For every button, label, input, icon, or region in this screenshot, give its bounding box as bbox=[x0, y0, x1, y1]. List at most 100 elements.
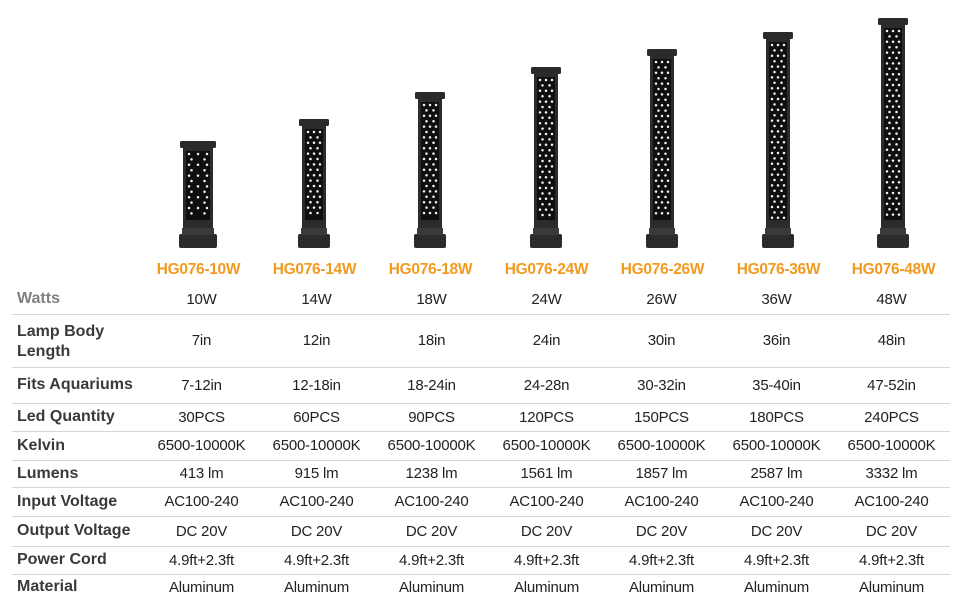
table-cell: 3332 lm bbox=[865, 465, 918, 482]
table-cell: 150PCS bbox=[634, 408, 689, 426]
row-label: Material bbox=[17, 578, 78, 595]
model-header: HG076-24W bbox=[504, 261, 589, 278]
table-cell: Aluminum bbox=[283, 578, 350, 596]
table-cell: Aluminum bbox=[398, 578, 465, 596]
lamp-HG076-14W bbox=[298, 119, 330, 248]
table-cell: 4.9ft+2.3ft bbox=[514, 551, 579, 569]
table-cell: 180PCS bbox=[749, 408, 804, 426]
table-cell: Aluminum bbox=[168, 578, 235, 596]
table-cell: Aluminum bbox=[628, 578, 695, 596]
lamp-HG076-10W bbox=[179, 141, 217, 248]
model-header: HG076-18W bbox=[388, 261, 473, 278]
table-cell: 30in bbox=[647, 332, 676, 349]
row-label: Input Voltage bbox=[17, 492, 118, 510]
table-cell: 18-24in bbox=[407, 376, 456, 394]
table-cell: 14W bbox=[301, 290, 332, 308]
table-cell: 4.9ft+2.3ft bbox=[859, 551, 924, 569]
table-cell: DC 20V bbox=[175, 522, 228, 540]
table-cell: 6500-10000K bbox=[617, 437, 706, 454]
table-cell: 48in bbox=[877, 332, 906, 349]
table-cell: 240PCS bbox=[864, 408, 919, 426]
table-cell: 915 lm bbox=[294, 465, 339, 482]
model-header: HG076-26W bbox=[620, 261, 705, 278]
table-cell: 6500-10000K bbox=[502, 437, 591, 454]
table-cell: 413 lm bbox=[179, 465, 224, 482]
table-cell: 6500-10000K bbox=[272, 437, 361, 454]
table-cell: AC100-240 bbox=[854, 493, 929, 510]
table-row: Fits Aquariums 7-12in 12-18in 18-24in 24… bbox=[12, 367, 950, 404]
table-cell: 24-28n bbox=[523, 376, 570, 394]
lamp-HG076-48W bbox=[877, 18, 909, 248]
table-cell: 7-12in bbox=[181, 376, 222, 394]
table-cell: 1857 lm bbox=[635, 465, 688, 482]
table-row: Watts 10W 14W 18W 24W 26W 36W 48W bbox=[12, 284, 950, 315]
table-cell: 4.9ft+2.3ft bbox=[284, 551, 349, 569]
lamp-illustrations bbox=[179, 18, 909, 248]
lamp-HG076-26W bbox=[646, 49, 678, 248]
table-row: Lamp Body Length 7in 12in 18in 24in 30in… bbox=[12, 314, 950, 368]
table-cell: DC 20V bbox=[405, 522, 458, 540]
row-label: Kelvin bbox=[17, 436, 66, 454]
table-cell: 30PCS bbox=[178, 408, 225, 426]
table-cell: 6500-10000K bbox=[157, 437, 246, 454]
model-header: HG076-14W bbox=[272, 261, 357, 278]
table-cell: 6500-10000K bbox=[847, 437, 936, 454]
table-cell: 10W bbox=[186, 290, 217, 308]
table-cell: Aluminum bbox=[743, 578, 810, 596]
table-cell: 1238 lm bbox=[405, 465, 458, 482]
table-cell: 26W bbox=[646, 290, 677, 308]
table-cell: 18in bbox=[417, 332, 446, 349]
lamp-HG076-18W bbox=[414, 92, 446, 248]
table-row: Input Voltage AC100-240 AC100-240 AC100-… bbox=[12, 487, 950, 517]
table-cell: 35-40in bbox=[752, 376, 801, 394]
table-cell: 12-18in bbox=[292, 376, 341, 394]
table-cell: 18W bbox=[416, 290, 447, 308]
table-cell: DC 20V bbox=[290, 522, 343, 540]
table-cell: 4.9ft+2.3ft bbox=[399, 551, 464, 569]
table-row: Led Quantity 30PCS 60PCS 90PCS 120PCS 15… bbox=[12, 403, 950, 432]
table-cell: 36W bbox=[761, 290, 792, 308]
row-label: Watts bbox=[17, 290, 60, 307]
table-cell: 12in bbox=[302, 332, 331, 349]
table-row: Material Aluminum Aluminum Aluminum Alum… bbox=[12, 574, 950, 600]
table-cell: AC100-240 bbox=[394, 493, 469, 510]
table-cell: 120PCS bbox=[519, 408, 574, 426]
table-row: Kelvin 6500-10000K 6500-10000K 6500-1000… bbox=[12, 431, 950, 461]
table-cell: 60PCS bbox=[293, 408, 340, 426]
table-cell: 2587 lm bbox=[750, 465, 803, 482]
table-cell: AC100-240 bbox=[279, 493, 354, 510]
table-cell: 47-52in bbox=[867, 376, 916, 394]
model-header: HG076-36W bbox=[736, 261, 821, 278]
row-label: Lumens bbox=[17, 464, 79, 482]
table-cell: DC 20V bbox=[635, 522, 688, 540]
table-cell: 4.9ft+2.3ft bbox=[629, 551, 694, 569]
table-cell: 36in bbox=[762, 332, 791, 349]
table-cell: Aluminum bbox=[513, 578, 580, 596]
table-cell: 1561 lm bbox=[520, 465, 573, 482]
table-cell: DC 20V bbox=[520, 522, 573, 540]
table-cell: 7in bbox=[191, 332, 212, 349]
table-cell: 48W bbox=[876, 290, 907, 308]
row-label: Fits Aquariums bbox=[17, 376, 133, 393]
table-cell: 4.9ft+2.3ft bbox=[169, 551, 234, 569]
table-cell: 90PCS bbox=[408, 408, 455, 426]
lamp-HG076-24W bbox=[530, 67, 562, 248]
table-cell: DC 20V bbox=[865, 522, 918, 540]
table-cell: AC100-240 bbox=[164, 493, 239, 510]
table-row: Lumens 413 lm 915 lm 1238 lm 1561 lm 185… bbox=[12, 460, 950, 488]
row-label: Lamp Body Length bbox=[17, 322, 105, 360]
row-label: Output Voltage bbox=[17, 522, 131, 539]
table-cell: 6500-10000K bbox=[387, 437, 476, 454]
table-cell: AC100-240 bbox=[624, 493, 699, 510]
model-header: HG076-48W bbox=[851, 261, 936, 278]
table-cell: DC 20V bbox=[750, 522, 803, 540]
table-cell: 24in bbox=[532, 332, 561, 349]
lamp-HG076-36W bbox=[762, 32, 794, 248]
table-cell: AC100-240 bbox=[509, 493, 584, 510]
table-cell: 6500-10000K bbox=[732, 437, 821, 454]
row-label: Led Quantity bbox=[17, 408, 115, 425]
table-cell: 4.9ft+2.3ft bbox=[744, 551, 809, 569]
table-cell: 30-32in bbox=[637, 376, 686, 394]
table-cell: Aluminum bbox=[858, 578, 925, 596]
table-cell: AC100-240 bbox=[739, 493, 814, 510]
